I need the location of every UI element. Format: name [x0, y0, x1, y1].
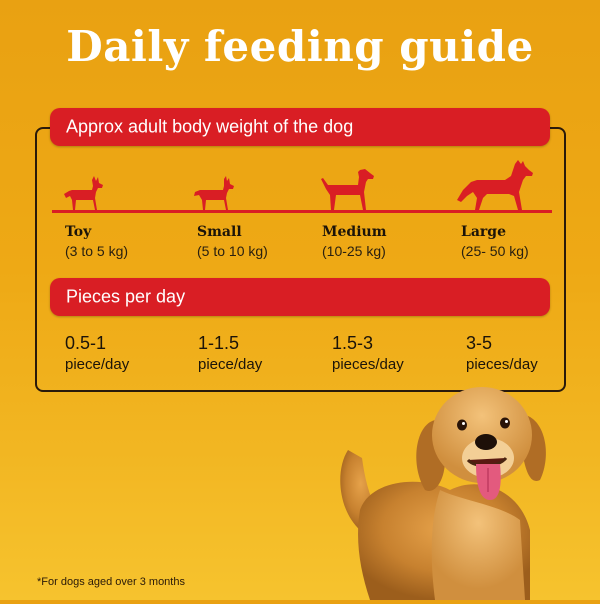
page-title: Daily feeding guide [66, 22, 534, 71]
toy-dog-icon [62, 176, 106, 212]
weight-heading: Approx adult body weight of the dog [66, 116, 354, 137]
pieces-heading: Pieces per day [66, 286, 186, 307]
pieces-small: 1-1.5 piece/day [198, 333, 262, 373]
pieces-unit: pieces/day [332, 356, 404, 373]
medium-dog-icon [318, 167, 376, 212]
pieces-unit: pieces/day [466, 356, 538, 373]
size-range: (10-25 kg) [322, 243, 386, 259]
pieces-toy: 0.5-1 piece/day [65, 333, 129, 373]
pieces-amount: 1-1.5 [198, 333, 240, 353]
size-toy: Toy (3 to 5 kg) [65, 224, 128, 259]
pieces-heading-band: Pieces per day [50, 278, 550, 316]
size-name: Large [461, 224, 506, 240]
weight-heading-band: Approx adult body weight of the dog [50, 108, 550, 146]
pieces-amount: 1.5-3 [332, 333, 374, 353]
pieces-large: 3-5 pieces/day [466, 333, 538, 373]
pieces-amount: 3-5 [466, 333, 493, 353]
footnote: *For dogs aged over 3 months [37, 576, 185, 588]
large-dog-icon [455, 160, 535, 212]
ground-line [52, 210, 552, 213]
size-name: Medium [322, 224, 387, 240]
size-small: Small (5 to 10 kg) [197, 224, 268, 259]
small-dog-icon [192, 176, 236, 212]
size-range: (3 to 5 kg) [65, 243, 129, 259]
size-large: Large (25- 50 kg) [461, 224, 529, 259]
pieces-unit: piece/day [198, 356, 263, 373]
size-medium: Medium (10-25 kg) [322, 224, 387, 259]
pieces-medium: 1.5-3 pieces/day [332, 333, 404, 373]
size-range: (25- 50 kg) [461, 243, 529, 259]
size-name: Toy [65, 224, 92, 240]
pieces-amount: 0.5-1 [65, 333, 107, 353]
golden-retriever-photo [330, 380, 560, 604]
size-name: Small [197, 224, 242, 240]
pieces-unit: piece/day [65, 356, 130, 373]
size-range: (5 to 10 kg) [197, 243, 268, 259]
